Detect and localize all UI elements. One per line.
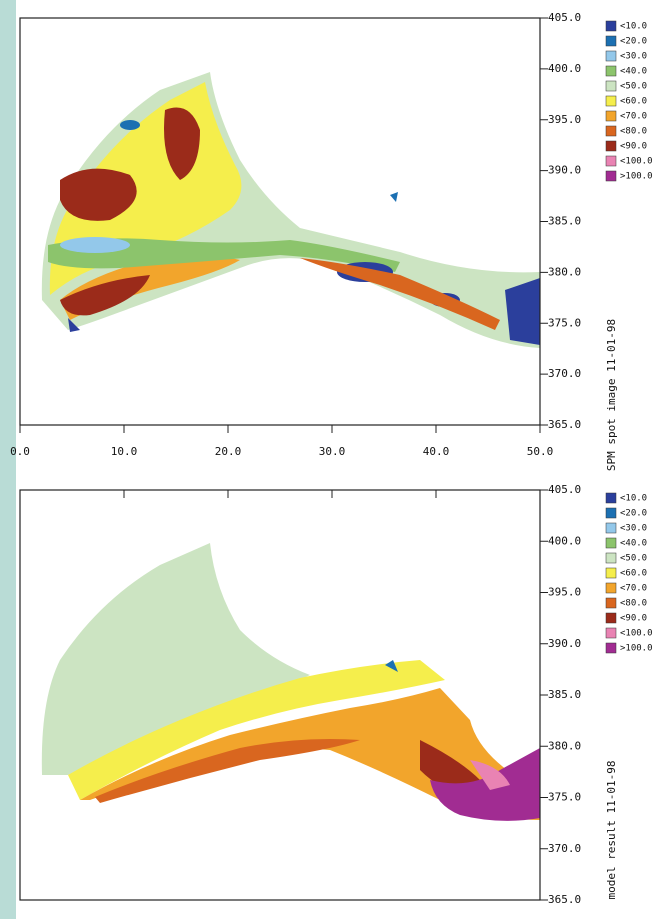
- y-tick-label: 365.0: [548, 418, 581, 431]
- legend-swatch: [606, 643, 616, 653]
- x-tick-label: 10.0: [111, 445, 138, 458]
- legend-swatch: [606, 111, 616, 121]
- legend-label: <50.0: [620, 82, 647, 92]
- legend-swatch: [606, 538, 616, 548]
- legend-swatch: [606, 583, 616, 593]
- legend-swatch: [606, 156, 616, 166]
- x-tick-label: 50.0: [527, 445, 554, 458]
- y-tick-label: 390.0: [548, 164, 581, 177]
- legend-label: <20.0: [620, 37, 647, 47]
- legend-swatch: [606, 171, 616, 181]
- panel-label: SPM spot image 11-01-98: [605, 319, 618, 471]
- legend-swatch: [606, 523, 616, 533]
- x-tick-label: 30.0: [319, 445, 346, 458]
- legend-swatch: [606, 553, 616, 563]
- legend-swatch: [606, 613, 616, 623]
- y-tick-label: 395.0: [548, 113, 581, 126]
- x-tick-label: 20.0: [215, 445, 242, 458]
- legend-swatch: [606, 141, 616, 151]
- legend-swatch: [606, 628, 616, 638]
- y-tick-label: 405.0: [548, 11, 581, 24]
- legend-label: >100.0: [620, 644, 653, 654]
- x-tick-label: 0.0: [10, 445, 30, 458]
- legend-swatch: [606, 81, 616, 91]
- legend-label: <60.0: [620, 97, 647, 107]
- legend-label: <60.0: [620, 569, 647, 579]
- legend-label: <90.0: [620, 614, 647, 624]
- y-tick-label: 375.0: [548, 791, 581, 804]
- panel-label: model result 11-01-98: [605, 760, 618, 899]
- legend-label: <10.0: [620, 22, 647, 32]
- legend-label: <80.0: [620, 599, 647, 609]
- legend-swatch: [606, 568, 616, 578]
- y-tick-label: 385.0: [548, 688, 581, 701]
- y-tick-label: 390.0: [548, 637, 581, 650]
- legend-label: <90.0: [620, 142, 647, 152]
- legend-label: <40.0: [620, 539, 647, 549]
- legend-label: <30.0: [620, 524, 647, 534]
- legend-label: <40.0: [620, 67, 647, 77]
- legend-swatch: [606, 51, 616, 61]
- legend-swatch: [606, 126, 616, 136]
- legend-swatch: [606, 36, 616, 46]
- legend-label: <100.0: [620, 157, 653, 167]
- y-tick-label: 375.0: [548, 316, 581, 329]
- legend-swatch: [606, 66, 616, 76]
- y-tick-label: 370.0: [548, 367, 581, 380]
- legend-label: <50.0: [620, 554, 647, 564]
- legend-label: <10.0: [620, 494, 647, 504]
- legend-label: <100.0: [620, 629, 653, 639]
- legend-swatch: [606, 598, 616, 608]
- y-tick-label: 380.0: [548, 265, 581, 278]
- legend-swatch: [606, 21, 616, 31]
- side-strip: [0, 0, 16, 919]
- y-tick-label: 365.0: [548, 893, 581, 906]
- y-tick-label: 395.0: [548, 586, 581, 599]
- x-tick-label: 40.0: [423, 445, 450, 458]
- y-tick-label: 380.0: [548, 739, 581, 752]
- legend-label: <30.0: [620, 52, 647, 62]
- y-tick-label: 370.0: [548, 842, 581, 855]
- figure: 405.0 400.0 395.0 390.0 385.0 380.0 375.0 370.0…: [0, 0, 667, 919]
- y-tick-label: 405.0: [548, 483, 581, 496]
- y-tick-label: 400.0: [548, 62, 581, 75]
- legend-swatch: [606, 96, 616, 106]
- legend-swatch: [606, 508, 616, 518]
- y-tick-label: 385.0: [548, 215, 581, 228]
- legend-label: <70.0: [620, 584, 647, 594]
- y-tick-label: 400.0: [548, 534, 581, 547]
- model-map: [42, 543, 540, 821]
- legend-swatch: [606, 493, 616, 503]
- page: {"chart_data": [ {"type": "map", "label"…: [0, 0, 667, 919]
- legend-label: <20.0: [620, 509, 647, 519]
- legend-label: <80.0: [620, 127, 647, 137]
- legend-label: <70.0: [620, 112, 647, 122]
- legend-label: >100.0: [620, 172, 653, 182]
- spm-map: [42, 72, 540, 348]
